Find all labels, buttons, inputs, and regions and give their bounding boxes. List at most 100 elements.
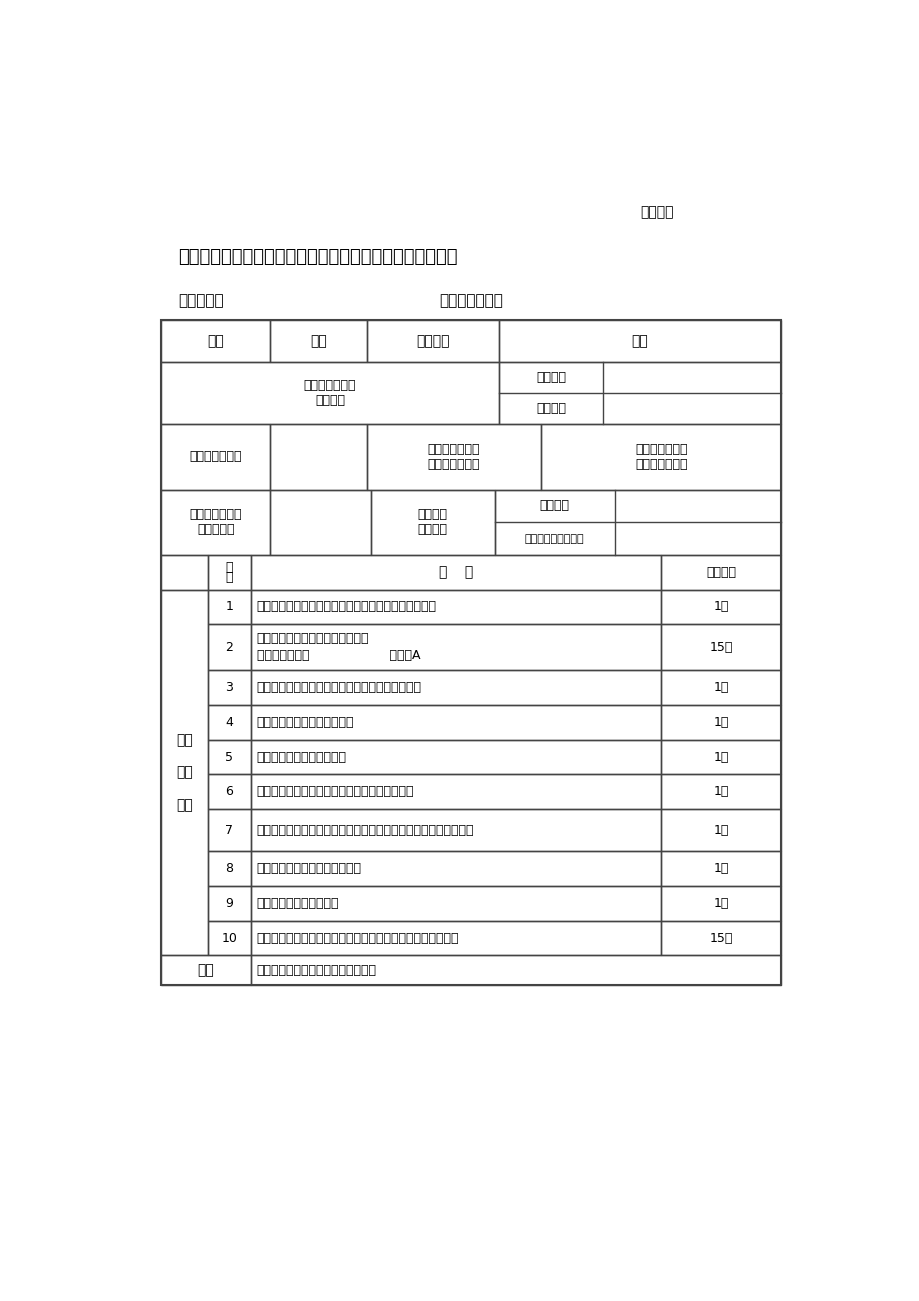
Text: 5: 5 [225, 751, 233, 764]
Text: 办公电话: 办公电话 [536, 371, 565, 384]
Text: 政工专业年度（任职期满）考核登记表（表七）: 政工专业年度（任职期满）考核登记表（表七） [256, 786, 414, 799]
Text: 各类证书、证明材料（表五）: 各类证书、证明材料（表五） [256, 716, 354, 729]
Bar [661, 851, 780, 886]
Text: 代表作和业绩材料（表六）: 代表作和业绩材料（表六） [256, 751, 346, 764]
Bar [208, 589, 250, 624]
Text: 此表粘贴在申报档案材料袋的封面上: 此表粘贴在申报档案材料袋的封面上 [256, 964, 377, 977]
Text: 申报中（初）级政工专业职务资格人员情况一览表（表十一）: 申报中（初）级政工专业职务资格人员情况一览表（表十一） [256, 932, 459, 945]
Text: 政工专业资格证书相片（表九）: 政工专业资格证书相片（表九） [256, 863, 361, 876]
Text: 10: 10 [221, 932, 237, 945]
Text: 是否属于
破格申报: 是否属于 破格申报 [417, 509, 448, 536]
Bar [208, 556, 250, 589]
Bar [162, 320, 269, 363]
Bar [250, 705, 661, 740]
Bar [162, 320, 780, 985]
Text: 15份: 15份 [709, 932, 732, 945]
Bar [498, 363, 780, 424]
Text: 姓名: 姓名 [207, 334, 224, 349]
Bar [208, 624, 250, 670]
Bar [367, 424, 540, 489]
Bar [661, 589, 780, 624]
Bar [208, 886, 250, 921]
Bar [162, 556, 208, 589]
Text: 现专业资格名称: 现专业资格名称 [189, 450, 242, 463]
Bar [269, 489, 370, 556]
Text: 外语成绩: 外语成绩 [539, 500, 569, 513]
Text: 性别: 性别 [310, 334, 326, 349]
Text: 1份: 1份 [713, 601, 729, 614]
Bar [162, 955, 250, 985]
Text: 15份: 15份 [709, 641, 732, 654]
Text: 1: 1 [225, 601, 233, 614]
Text: 单位详细地址及
邮政编码: 单位详细地址及 邮政编码 [303, 380, 356, 407]
Text: 1份: 1份 [713, 863, 729, 876]
Text: （表一）: （表一） [640, 206, 674, 220]
Text: 学历: 学历 [631, 334, 648, 349]
Bar [661, 809, 780, 851]
Text: 2: 2 [225, 641, 233, 654]
Bar [269, 320, 367, 363]
Bar [162, 589, 208, 955]
Text: 序: 序 [225, 561, 233, 574]
Text: 6: 6 [225, 786, 233, 799]
Text: 项    目: 项 目 [438, 566, 472, 579]
Bar [162, 489, 269, 556]
Text: 广东省思想政治工作人员专业资格评审表（表三）: 广东省思想政治工作人员专业资格评审表（表三） [256, 682, 422, 695]
Bar [208, 851, 250, 886]
Bar [250, 955, 780, 985]
Text: 8: 8 [225, 863, 233, 876]
Bar [661, 740, 780, 774]
Text: 从事思想政治工
作年限（合计）: 从事思想政治工 作年限（合计） [634, 442, 686, 471]
Text: 4: 4 [225, 716, 233, 729]
Text: 9: 9 [225, 896, 233, 909]
Text: 应报份数: 应报份数 [706, 566, 735, 579]
Bar [370, 489, 494, 556]
Bar [250, 774, 661, 809]
Bar [494, 489, 780, 556]
Bar [250, 886, 661, 921]
Bar [250, 740, 661, 774]
Bar [250, 556, 661, 589]
Bar [661, 670, 780, 705]
Bar [208, 921, 250, 955]
Bar [250, 921, 661, 955]
Bar [250, 809, 661, 851]
Bar [250, 851, 661, 886]
Text: 广东省高级政工师、政工师资格申报人员公示情况登记表（表八）: 广东省高级政工师、政工师资格申报人员公示情况登记表（表八） [256, 824, 474, 837]
Text: 备注: 备注 [198, 963, 214, 977]
Text: 7: 7 [225, 824, 233, 837]
Bar [162, 363, 498, 424]
Text: 计算机成绩（模块）: 计算机成绩（模块） [525, 533, 584, 544]
Bar [367, 320, 498, 363]
Bar [162, 424, 269, 489]
Bar [269, 424, 367, 489]
Bar [208, 740, 250, 774]
Bar [661, 624, 780, 670]
Text: 3: 3 [225, 682, 233, 695]
Text: 号: 号 [225, 571, 233, 584]
Text: 广东省政工人员专业资格评审信息
录入表（表二）                    印、加A: 广东省政工人员专业资格评审信息 录入表（表二） 印、加A [256, 632, 420, 662]
Bar [250, 670, 661, 705]
Text: 1份: 1份 [713, 716, 729, 729]
Text: 1份: 1份 [713, 824, 729, 837]
Text: 手机号码: 手机号码 [536, 402, 565, 415]
Text: 申报专业资格：: 申报专业资格： [438, 294, 503, 308]
Bar [208, 774, 250, 809]
Bar [540, 424, 780, 489]
Text: 送审

材料

目录: 送审 材料 目录 [176, 732, 193, 812]
Text: 取得现政工专业
资格名称及时间: 取得现政工专业 资格名称及时间 [427, 442, 480, 471]
Text: 1份: 1份 [713, 751, 729, 764]
Bar [661, 556, 780, 589]
Text: 广东省政工人员专业资格评审送审材料目录表（中、初级）: 广东省政工人员专业资格评审送审材料目录表（中、初级） [178, 248, 458, 265]
Text: 1份: 1份 [713, 896, 729, 909]
Bar [661, 705, 780, 740]
Bar [661, 774, 780, 809]
Bar [661, 921, 780, 955]
Bar [208, 670, 250, 705]
Text: 1份: 1份 [713, 682, 729, 695]
Text: 广东省政工人员专业资格评审送审材料目录表（表一）: 广东省政工人员专业资格评审送审材料目录表（表一） [256, 601, 437, 614]
Text: 1份: 1份 [713, 786, 729, 799]
Bar [498, 320, 780, 363]
Text: 出生年月: 出生年月 [415, 334, 449, 349]
Text: 现专业资格累计
时间（年）: 现专业资格累计 时间（年） [189, 509, 242, 536]
